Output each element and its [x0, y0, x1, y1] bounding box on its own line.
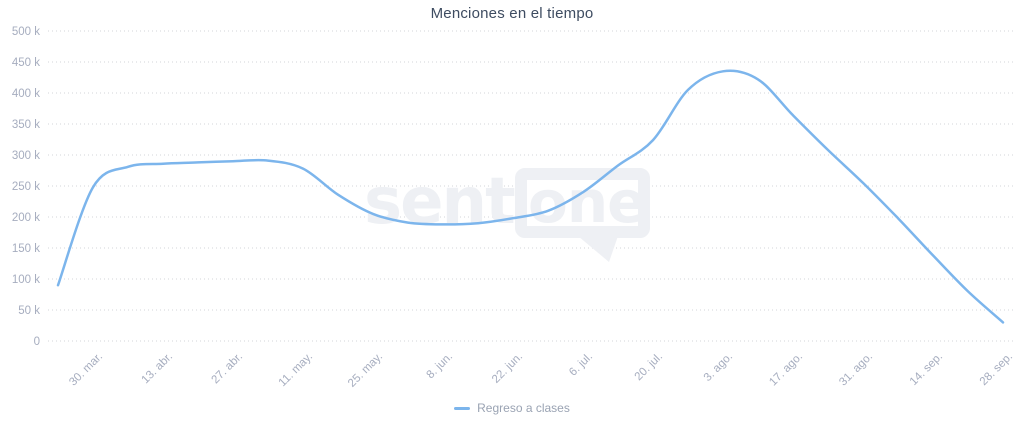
x-tick-label: 3. ago. — [702, 351, 735, 384]
x-tick-label: 13. abr. — [140, 351, 176, 387]
y-tick-label: 250 k — [12, 181, 40, 193]
y-tick-label: 0 — [34, 336, 40, 348]
series-line-regreso-a-clases[interactable] — [56, 69, 1005, 324]
y-tick-label: 300 k — [12, 150, 40, 162]
watermark-bubble — [515, 168, 650, 238]
x-tick-label: 27. abr. — [210, 351, 246, 387]
x-tick-label: 20. jul. — [633, 351, 665, 383]
y-tick-label: 100 k — [12, 274, 40, 286]
x-tick-label: 8. jun. — [424, 351, 455, 382]
legend-label: Regreso a clases — [477, 401, 570, 415]
legend-line-marker — [454, 406, 471, 410]
x-tick-label: 31. ago. — [837, 351, 875, 389]
x-tick-label: 14. sep. — [908, 351, 945, 388]
y-axis-labels: 0 50 k 100 k 150 k 200 k 250 k 300 k 350 k 400 k… — [12, 26, 40, 348]
y-tick-label: 50 k — [18, 305, 40, 317]
chart-title: Menciones en el tiempo — [430, 5, 594, 22]
x-tick-label: 28. sep. — [978, 351, 1015, 388]
y-tick-label: 150 k — [12, 243, 40, 255]
y-tick-label: 350 k — [12, 119, 40, 131]
x-tick-label: 17. ago. — [767, 351, 805, 389]
watermark-text-senti: senti — [364, 165, 534, 239]
legend-item-regreso-a-clases[interactable]: Regreso a clases — [0, 401, 1024, 415]
x-tick-label: 11. may. — [277, 351, 315, 389]
y-tick-label: 200 k — [12, 212, 40, 224]
y-tick-label: 400 k — [12, 88, 40, 100]
x-tick-label: 25. may. — [346, 351, 385, 390]
x-tick-label: 30. mar. — [67, 351, 105, 389]
watermark-bubble-tail — [578, 236, 618, 262]
x-tick-label: 22. jun. — [490, 351, 525, 386]
watermark-text-one: one — [528, 168, 645, 236]
y-tick-label: 450 k — [12, 57, 40, 69]
y-tick-label: 500 k — [12, 26, 40, 38]
x-axis-labels: 30. mar. 13. abr. 27. abr. 11. may. 25. may.… — [67, 351, 1015, 390]
x-tick-label: 6. jul. — [567, 351, 595, 379]
